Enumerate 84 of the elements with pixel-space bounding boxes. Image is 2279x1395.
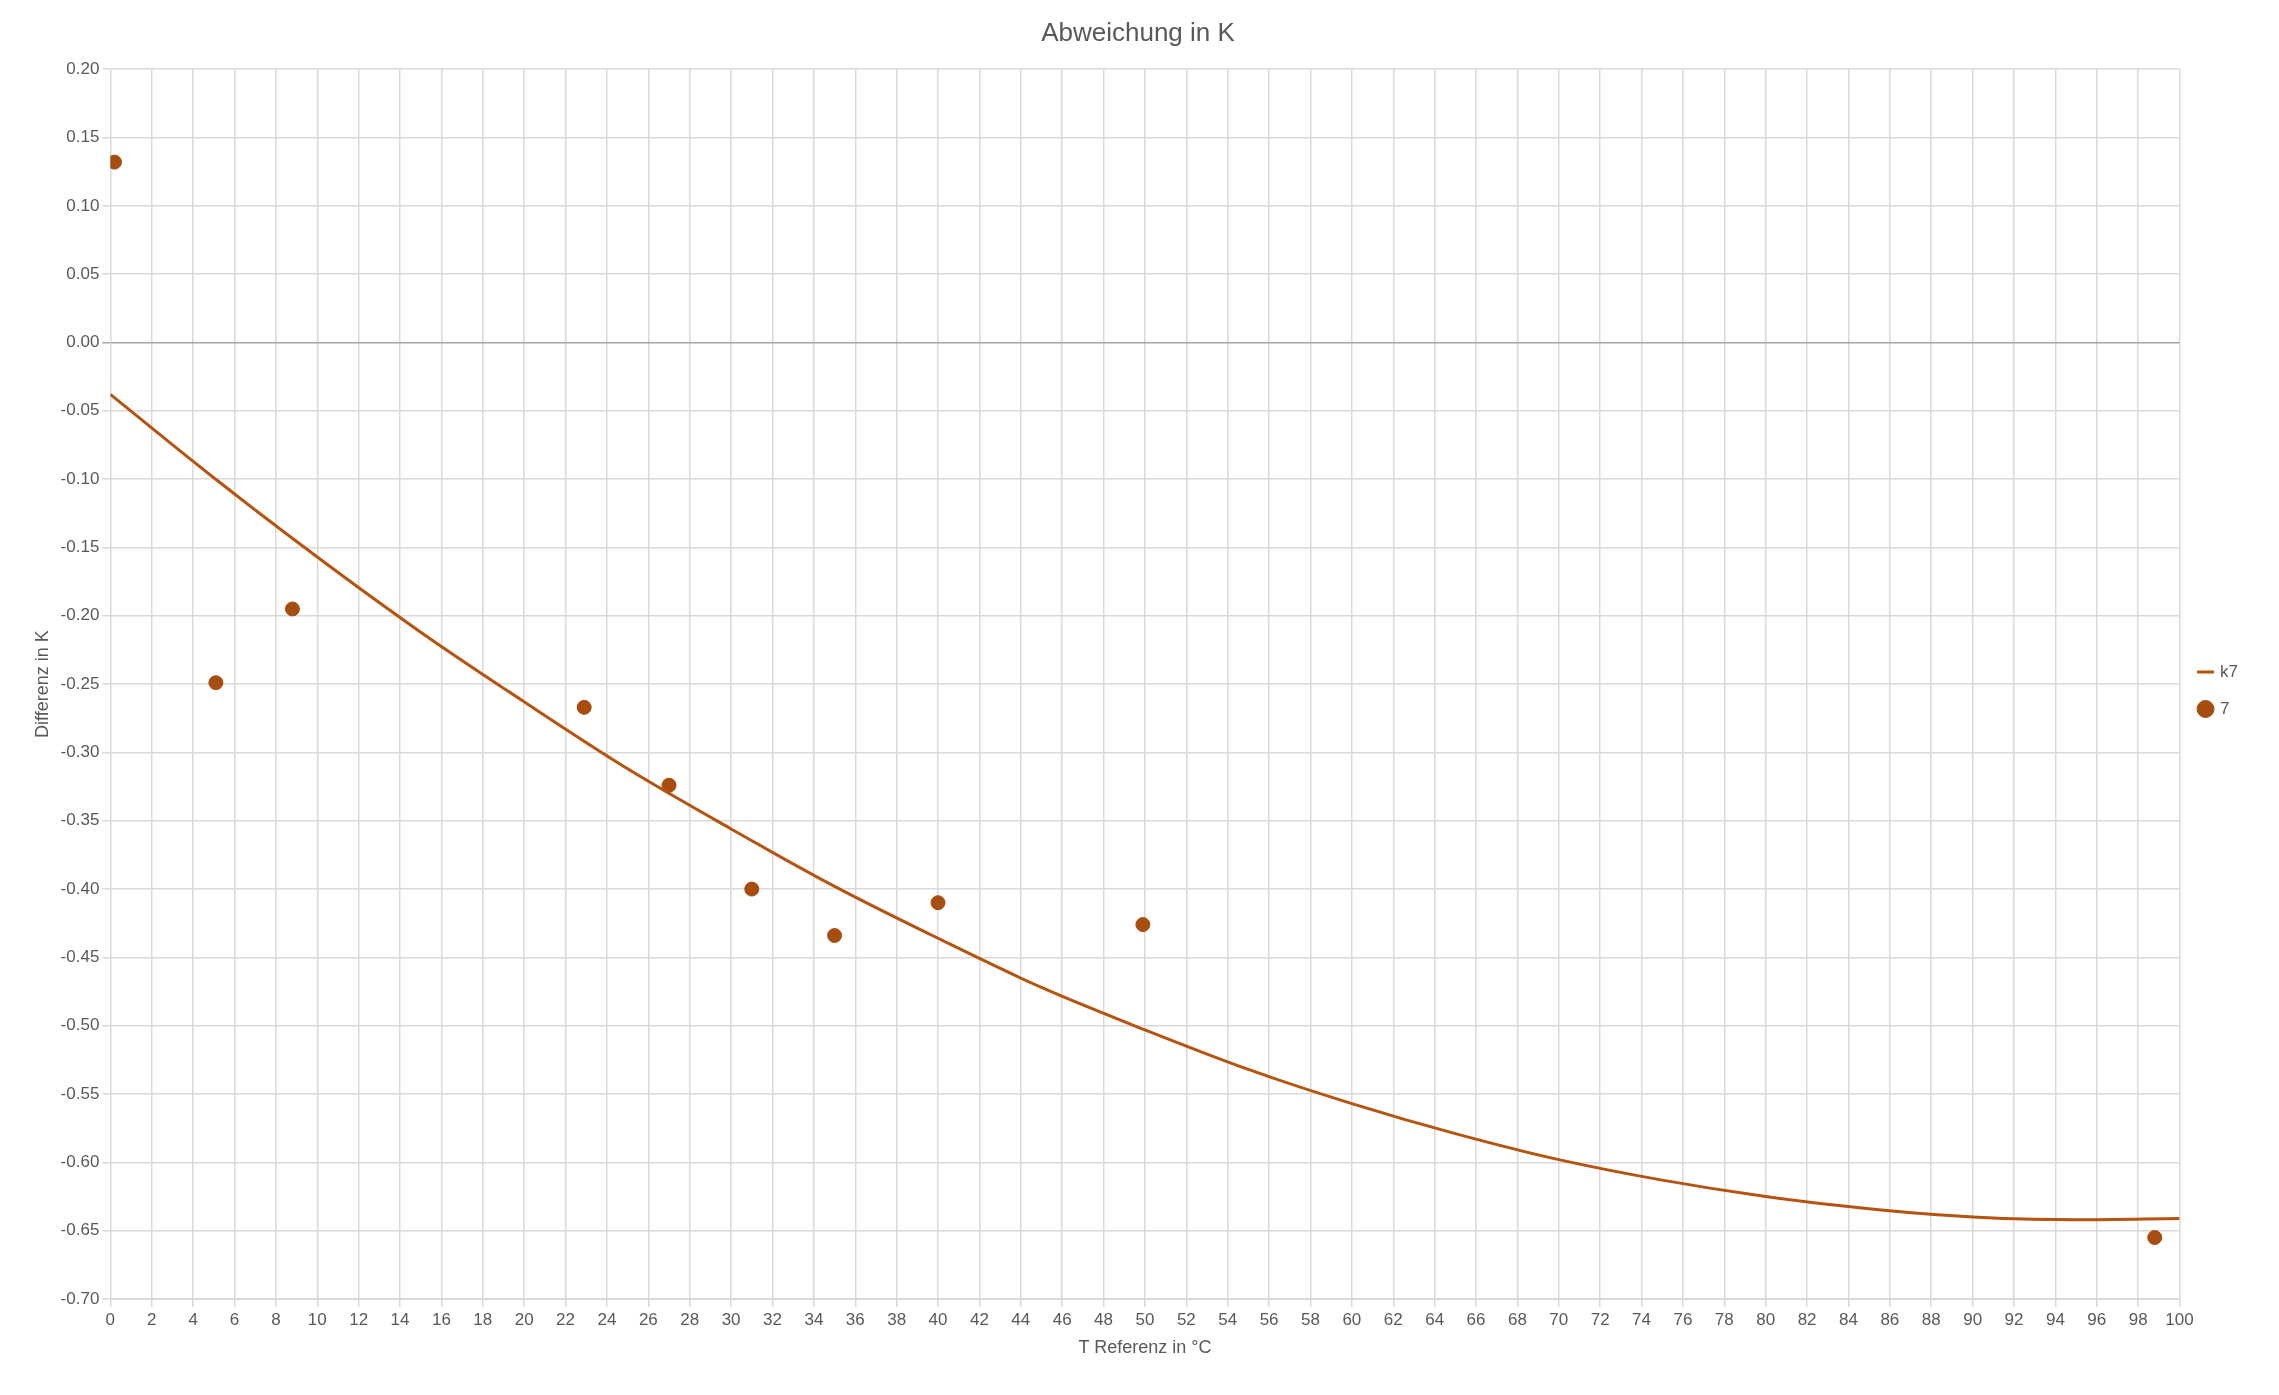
x-tick-label: 78 [1714, 1309, 1734, 1329]
x-tick-label: 68 [1507, 1309, 1527, 1329]
point [661, 777, 677, 793]
x-tick-label: 28 [680, 1309, 700, 1329]
x-tick-label: 26 [638, 1309, 658, 1329]
x-tick-label: 36 [845, 1309, 865, 1329]
x-tick-label: 22 [556, 1309, 576, 1329]
y-tick-label: -0.65 [60, 1220, 100, 1240]
y-axis-title: Differenz in K [31, 630, 52, 738]
y-tick-label: 0.20 [66, 58, 100, 78]
x-tick-label: 74 [1632, 1309, 1652, 1329]
y-tick-label: 0.05 [66, 263, 100, 283]
legend-label: 7 [2220, 698, 2230, 718]
x-tick-label: 94 [2045, 1309, 2065, 1329]
y-tick-label: -0.15 [60, 537, 100, 557]
x-tick-label: 24 [597, 1309, 617, 1329]
x-tick-label: 80 [1756, 1309, 1776, 1329]
x-tick-label: 98 [2128, 1309, 2148, 1329]
point [284, 601, 300, 617]
x-tick-label: 38 [887, 1309, 907, 1329]
y-tick-label: -0.30 [60, 742, 100, 762]
x-tick-label: 10 [307, 1309, 327, 1329]
legend-label: k7 [2220, 661, 2239, 681]
y-tick-label: -0.10 [60, 468, 100, 488]
x-tick-label: 58 [1301, 1309, 1320, 1329]
chart-title: Abweichung in K [1041, 16, 1236, 47]
x-tick-label: 6 [229, 1309, 240, 1329]
x-tick-label: 8 [271, 1309, 281, 1329]
point [1135, 917, 1151, 933]
x-tick-label: 62 [1383, 1309, 1403, 1329]
y-tick-label: 0.15 [66, 127, 100, 147]
y-tick-label: -0.70 [60, 1288, 100, 1308]
x-tick-label: 40 [928, 1309, 948, 1329]
x-tick-label: 86 [1880, 1309, 1900, 1329]
x-tick-label: 12 [349, 1309, 369, 1329]
x-tick-label: 82 [1797, 1309, 1817, 1329]
y-tick-label: 0.10 [66, 195, 100, 215]
x-tick-label: 88 [1921, 1309, 1941, 1329]
x-tick-label: 76 [1673, 1309, 1693, 1329]
x-tick-label: 84 [1839, 1309, 1858, 1329]
y-tick-label: -0.05 [60, 400, 100, 420]
x-tick-label: 32 [763, 1309, 782, 1329]
x-tick-label: 52 [1176, 1309, 1196, 1329]
x-tick-label: 44 [1011, 1309, 1031, 1329]
x-tick-label: 2 [147, 1309, 157, 1329]
x-tick-label: 4 [188, 1309, 198, 1329]
x-tick-label: 34 [804, 1309, 824, 1329]
y-tick-label: -0.35 [60, 810, 100, 830]
point [744, 881, 760, 897]
y-tick-label: -0.40 [60, 878, 100, 898]
x-tick-label: 0 [105, 1309, 116, 1329]
y-tick-label: -0.55 [60, 1083, 100, 1103]
y-tick-label: 0.00 [66, 332, 100, 352]
x-tick-label: 48 [1094, 1309, 1114, 1329]
x-tick-label: 30 [721, 1309, 741, 1329]
x-tick-label: 14 [390, 1309, 410, 1329]
x-tick-label: 70 [1549, 1309, 1569, 1329]
x-tick-label: 92 [2004, 1309, 2024, 1329]
point [2147, 1230, 2163, 1246]
x-tick-label: 54 [1218, 1309, 1238, 1329]
y-tick-label: -0.50 [60, 1015, 100, 1035]
x-tick-label: 96 [2087, 1309, 2107, 1329]
point [208, 675, 224, 691]
y-tick-label: -0.25 [60, 673, 100, 693]
x-tick-label: 100 [2165, 1309, 2194, 1329]
x-tick-label: 16 [431, 1309, 451, 1329]
x-tick-label: 72 [1590, 1309, 1610, 1329]
x-tick-label: 20 [514, 1309, 534, 1329]
x-tick-label: 56 [1259, 1309, 1279, 1329]
y-tick-label: -0.60 [60, 1152, 100, 1172]
x-tick-label: 64 [1425, 1309, 1445, 1329]
x-tick-label: 46 [1052, 1309, 1072, 1329]
x-tick-label: 90 [1963, 1309, 1983, 1329]
x-axis-title: T Referenz in °C [1078, 1337, 1212, 1358]
y-tick-label: -0.20 [60, 605, 100, 625]
point [930, 895, 946, 911]
x-tick-label: 50 [1135, 1309, 1155, 1329]
y-tick-label: -0.45 [60, 947, 100, 967]
point [576, 699, 592, 715]
x-tick-label: 42 [969, 1309, 989, 1329]
point [827, 928, 843, 944]
x-tick-label: 66 [1466, 1309, 1486, 1329]
x-tick-label: 60 [1342, 1309, 1362, 1329]
x-tick-label: 18 [473, 1309, 493, 1329]
